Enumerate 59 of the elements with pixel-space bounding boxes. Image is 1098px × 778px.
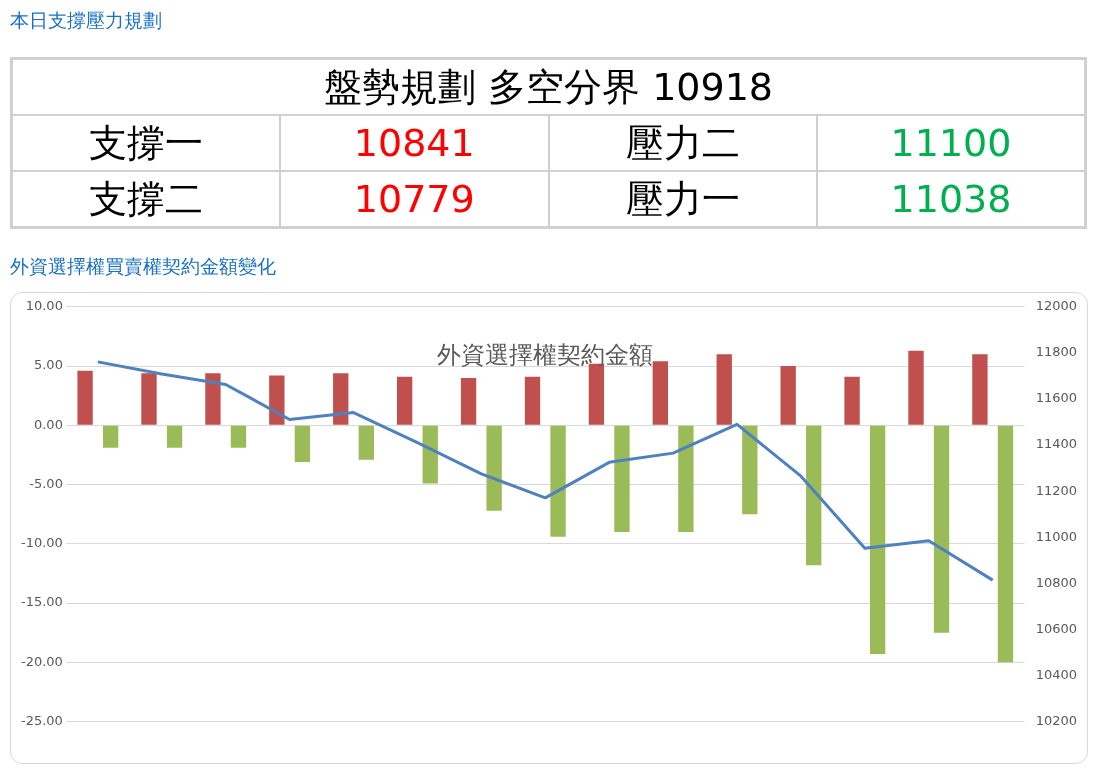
text: 11100 bbox=[817, 115, 1086, 171]
bar bbox=[230, 425, 247, 448]
y-tick-label: 10.00 bbox=[25, 298, 63, 314]
y-tick-label: 5.00 bbox=[33, 357, 63, 373]
text: 外資選擇權契約金額 bbox=[437, 341, 654, 370]
bar bbox=[141, 373, 157, 425]
text: 盤勢規劃 多空分界 10918 bbox=[11, 58, 1086, 115]
y2-tick-label: 11400 bbox=[1035, 436, 1077, 452]
bar bbox=[358, 425, 374, 460]
text: 10779 bbox=[280, 171, 549, 228]
bar bbox=[844, 376, 860, 425]
y2-tick-label: 10600 bbox=[1035, 620, 1077, 636]
bar bbox=[294, 425, 311, 463]
chart-subtitle: 外資選擇權買賣權契約金額變化 bbox=[10, 254, 276, 279]
bar bbox=[780, 366, 796, 425]
bar bbox=[524, 376, 541, 425]
bar bbox=[396, 376, 413, 425]
bar bbox=[997, 425, 1014, 663]
text: 11038 bbox=[817, 171, 1086, 228]
text: 壓力一 bbox=[548, 171, 817, 228]
bar bbox=[742, 425, 758, 515]
y2-tick-label: 10800 bbox=[1035, 574, 1077, 590]
y2-tick-label: 11200 bbox=[1035, 482, 1077, 498]
bar bbox=[652, 361, 668, 425]
text: 支撐一 bbox=[11, 115, 280, 171]
bar bbox=[869, 425, 886, 655]
bar bbox=[269, 375, 285, 425]
text: 壓力二 bbox=[548, 115, 817, 171]
bar bbox=[166, 425, 183, 448]
bar bbox=[486, 425, 502, 511]
bar bbox=[77, 370, 93, 425]
y2-tick-label: 10200 bbox=[1035, 712, 1077, 728]
y-tick-label: 0.00 bbox=[33, 416, 63, 432]
bar bbox=[972, 354, 988, 425]
y-tick-label: -25.00 bbox=[20, 712, 63, 728]
bar bbox=[933, 425, 950, 633]
y2-tick-label: 12000 bbox=[1035, 298, 1077, 314]
y-tick-label: -5.00 bbox=[29, 475, 63, 491]
bar bbox=[550, 425, 566, 537]
y-tick-label: -15.00 bbox=[20, 594, 63, 610]
bar bbox=[678, 425, 694, 532]
bar bbox=[460, 377, 477, 425]
bar bbox=[806, 425, 822, 566]
bar bbox=[422, 425, 438, 484]
bar bbox=[614, 425, 630, 532]
bar bbox=[716, 354, 732, 425]
y2-tick-label: 11800 bbox=[1035, 344, 1077, 360]
y-tick-label: -20.00 bbox=[20, 653, 63, 669]
bar bbox=[205, 373, 221, 425]
y-tick-label: -10.00 bbox=[20, 535, 63, 551]
y2-tick-label: 11600 bbox=[1035, 390, 1077, 406]
y2-tick-label: 11000 bbox=[1035, 528, 1077, 544]
bar bbox=[908, 350, 924, 425]
text: 支撐二 bbox=[11, 171, 280, 228]
bar bbox=[333, 373, 349, 425]
y2-tick-label: 10400 bbox=[1035, 666, 1077, 682]
bar bbox=[102, 425, 119, 448]
text: 本日支撐壓力規劃 bbox=[10, 8, 162, 33]
text: 10841 bbox=[280, 115, 549, 171]
